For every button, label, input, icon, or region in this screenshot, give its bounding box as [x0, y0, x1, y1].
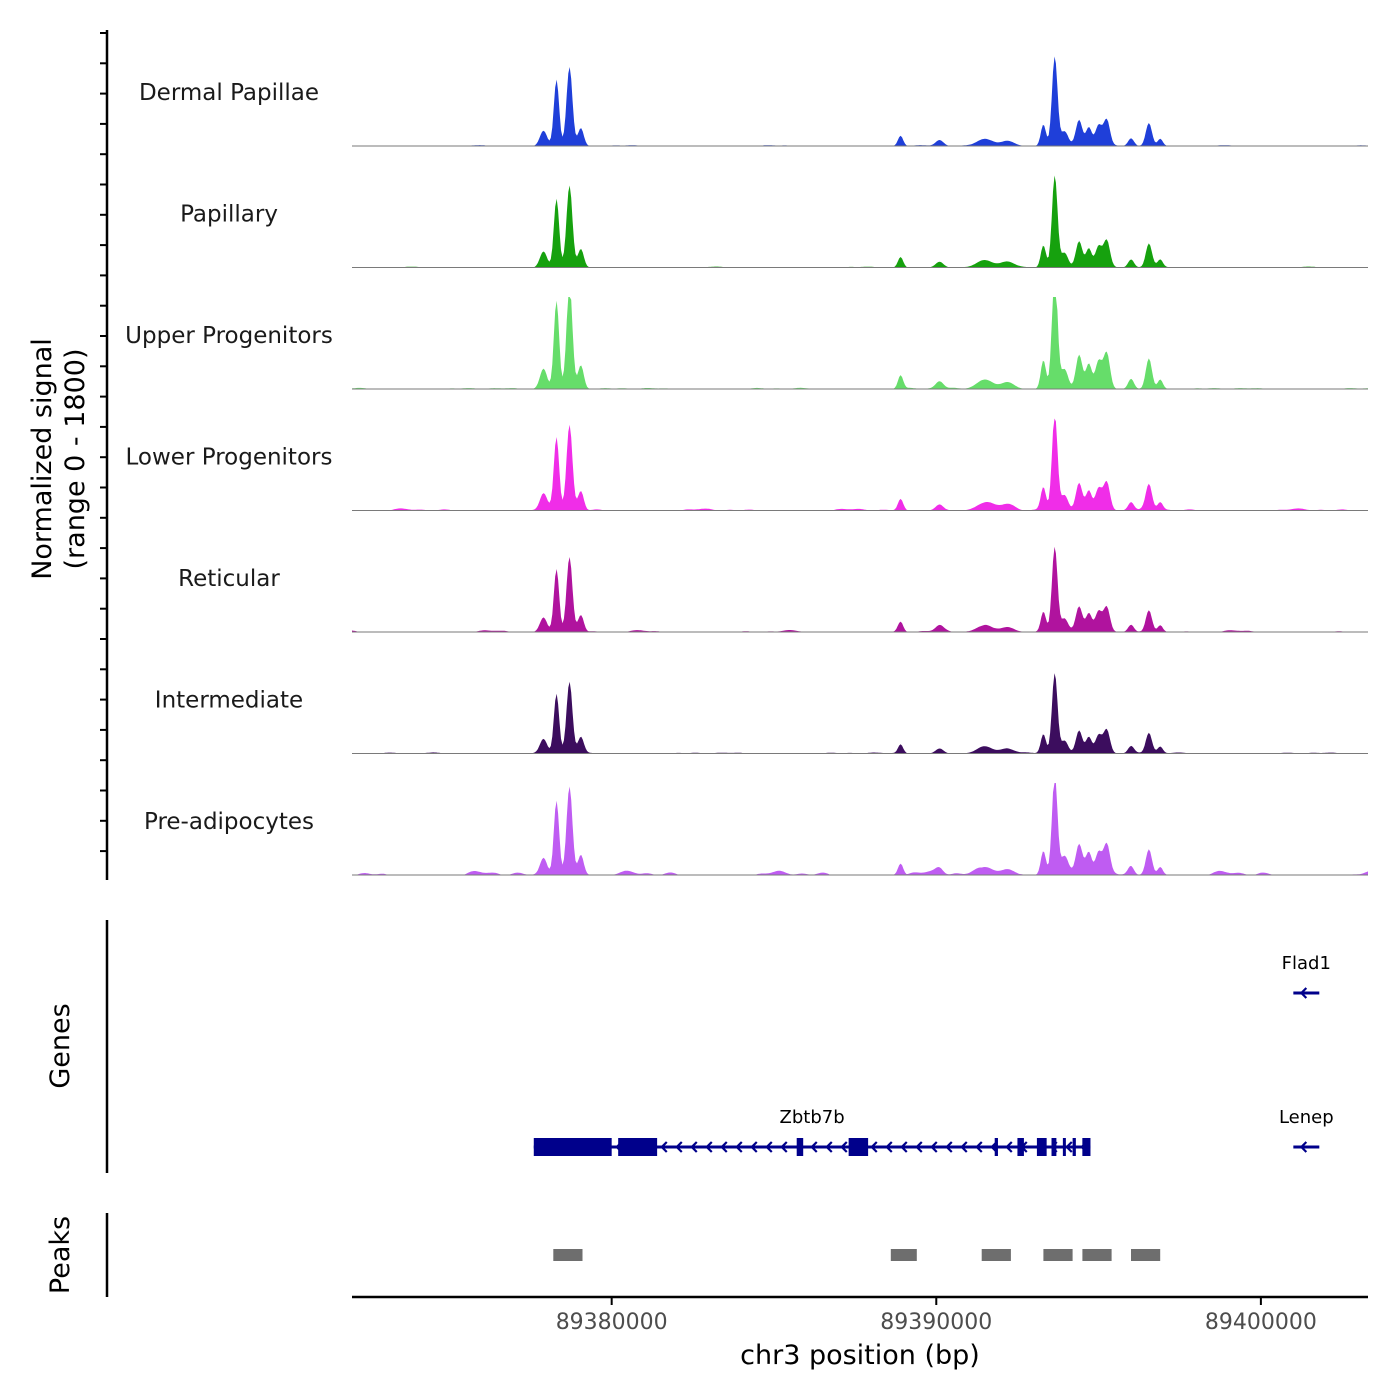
signal-axis-label-line2: (range 0 - 1800): [60, 349, 91, 570]
signal-area: [352, 175, 1368, 268]
signal-tracks: Dermal Papillae Papillary Upper Progenitor…: [125, 56, 1368, 876]
strand-chevron: [1005, 1141, 1013, 1153]
signal-area: [352, 418, 1368, 511]
strand-chevron: [735, 1141, 743, 1153]
peak-region: [981, 1249, 1011, 1261]
signal-axis-ticks: [100, 32, 107, 853]
x-axis-ticks: 89380000 89390000 89400000: [556, 1297, 1317, 1335]
gene-lenep: Lenep: [1279, 1107, 1334, 1153]
genes-axis-label: Genes: [45, 1003, 76, 1088]
peak-region: [553, 1249, 583, 1261]
strand-chevron: [870, 1141, 878, 1153]
signal-axis-label-line1: Normalized signal: [27, 338, 58, 580]
x-tick-label: 89380000: [556, 1310, 668, 1335]
strand-chevron: [705, 1141, 713, 1153]
track-label: Lower Progenitors: [126, 445, 333, 471]
track-label: Pre-adipocytes: [144, 809, 314, 835]
exon: [1036, 1138, 1047, 1156]
exon: [1051, 1138, 1057, 1156]
gene-label: Zbtb7b: [780, 1107, 845, 1128]
strand-chevron: [765, 1141, 773, 1153]
strand-chevron: [915, 1141, 923, 1153]
gene-flad1: Flad1: [1282, 953, 1331, 999]
track-label: Upper Progenitors: [125, 323, 333, 349]
exon: [533, 1138, 612, 1156]
track-intermediate: Intermediate: [155, 673, 1368, 754]
x-axis-label: chr3 position (bp): [740, 1340, 980, 1371]
strand-chevron: [780, 1141, 788, 1153]
exon: [848, 1138, 869, 1156]
track-dermal-papillae: Dermal Papillae: [139, 56, 1368, 147]
signal-area: [352, 546, 1368, 632]
peak-region: [890, 1249, 917, 1261]
signal-area: [352, 297, 1368, 389]
peaks-axis-label: Peaks: [45, 1216, 76, 1294]
strand-chevron: [1299, 987, 1308, 999]
strand-chevron: [975, 1141, 983, 1153]
strand-chevron: [675, 1141, 683, 1153]
strand-chevron: [960, 1141, 968, 1153]
track-upper-progenitors: Upper Progenitors: [125, 297, 1368, 390]
exon: [796, 1138, 804, 1156]
track-label: Dermal Papillae: [139, 80, 319, 106]
track-pre-adipocytes: Pre-adipocytes: [144, 783, 1368, 876]
strand-chevron: [690, 1141, 698, 1153]
strand-chevron: [885, 1141, 893, 1153]
peak-regions: [553, 1249, 1161, 1261]
strand-chevron: [1065, 1141, 1073, 1153]
gene-annotations: Zbtb7b Flad1 Lenep: [533, 953, 1334, 1156]
signal-area: [352, 56, 1368, 146]
strand-chevron: [825, 1141, 833, 1153]
exon: [1062, 1138, 1066, 1156]
track-label: Papillary: [180, 202, 278, 228]
x-tick-label: 89400000: [1205, 1310, 1317, 1335]
track-papillary: Papillary: [180, 175, 1368, 268]
track-lower-progenitors: Lower Progenitors: [126, 418, 1368, 511]
strand-chevron: [945, 1141, 953, 1153]
exon: [618, 1138, 658, 1156]
strand-chevron: [900, 1141, 908, 1153]
track-reticular: Reticular: [178, 546, 1368, 633]
peak-region: [1082, 1249, 1112, 1261]
strand-chevron: [720, 1141, 728, 1153]
exon: [1082, 1138, 1091, 1156]
exon: [1017, 1138, 1024, 1156]
strand-chevron: [810, 1141, 818, 1153]
peak-region: [1043, 1249, 1073, 1261]
exon: [1072, 1138, 1076, 1156]
strand-chevron: [1299, 1141, 1308, 1153]
track-label: Reticular: [178, 566, 280, 592]
x-tick-label: 89390000: [880, 1310, 992, 1335]
strand-chevron: [660, 1141, 668, 1153]
signal-area: [352, 673, 1368, 754]
signal-area: [352, 783, 1368, 875]
strand-chevron: [840, 1141, 848, 1153]
gene-label: Lenep: [1279, 1107, 1334, 1128]
gene-zbtb7b: Zbtb7b: [533, 1107, 1091, 1156]
exon: [994, 1138, 998, 1156]
track-label: Intermediate: [155, 688, 303, 714]
gene-label: Flad1: [1282, 953, 1331, 974]
strand-chevron: [750, 1141, 758, 1153]
strand-chevron: [930, 1141, 938, 1153]
peak-region: [1131, 1249, 1161, 1261]
